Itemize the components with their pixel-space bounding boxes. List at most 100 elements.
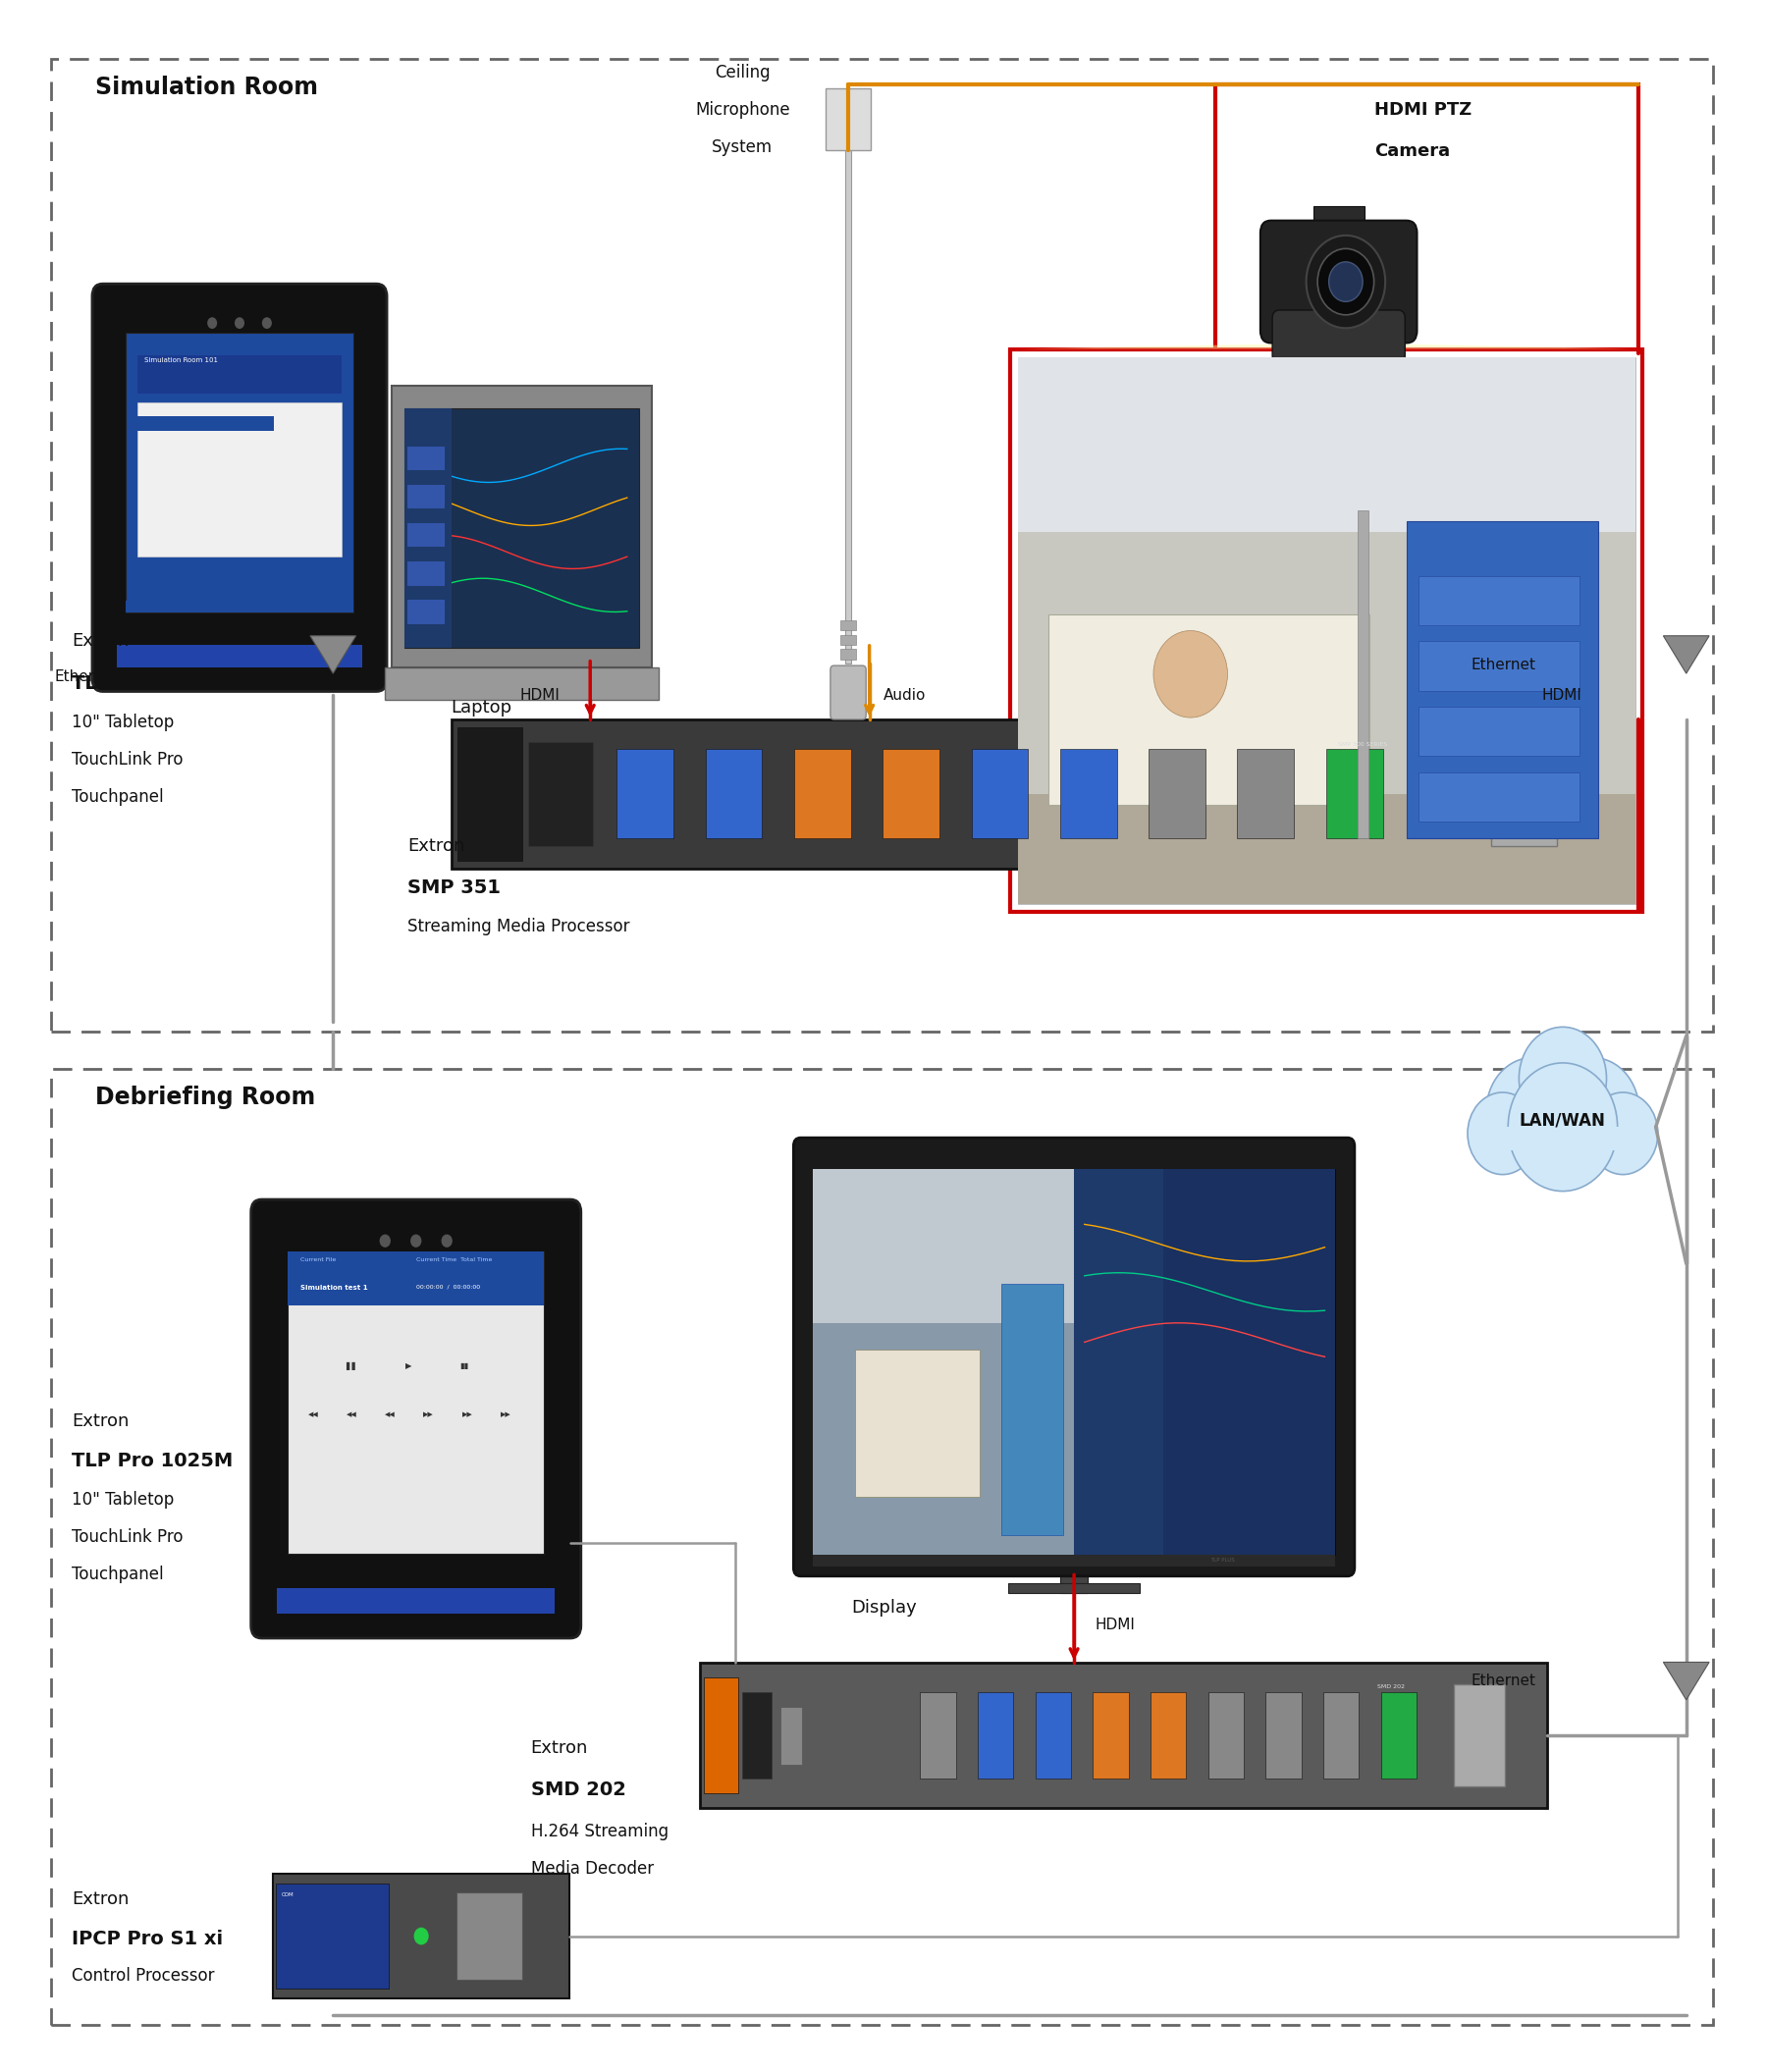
- Text: 10" Tabletop: 10" Tabletop: [72, 1492, 175, 1508]
- Bar: [1323, 1693, 1359, 1780]
- Bar: [1048, 613, 1369, 806]
- Text: ▶▶: ▶▶: [500, 1411, 511, 1417]
- Text: Microphone: Microphone: [694, 102, 790, 118]
- Bar: [1380, 1693, 1417, 1780]
- Circle shape: [262, 317, 272, 329]
- Text: Debriefing Room: Debriefing Room: [95, 1086, 315, 1109]
- Circle shape: [410, 1235, 422, 1247]
- Bar: [138, 402, 341, 555]
- Bar: [884, 750, 940, 839]
- Text: SMD 202: SMD 202: [530, 1782, 626, 1801]
- Bar: [793, 750, 850, 839]
- Bar: [125, 601, 353, 611]
- Bar: [405, 408, 452, 649]
- Text: COM: COM: [283, 1892, 295, 1898]
- Bar: [528, 742, 594, 845]
- Bar: [1035, 1693, 1071, 1780]
- Bar: [1094, 1693, 1129, 1780]
- Text: TLP PLUS: TLP PLUS: [1210, 1558, 1235, 1562]
- Text: Simulation test 1: Simulation test 1: [300, 1285, 368, 1291]
- Bar: [1237, 750, 1293, 839]
- Text: HDMI: HDMI: [1541, 688, 1581, 702]
- Bar: [117, 644, 362, 667]
- Text: Simulation Room 101: Simulation Room 101: [145, 358, 217, 363]
- Text: TouchLink Pro: TouchLink Pro: [72, 1529, 184, 1546]
- Text: Extron: Extron: [72, 1413, 129, 1430]
- Bar: [1018, 356, 1634, 903]
- Bar: [705, 750, 762, 839]
- Bar: [1074, 1169, 1163, 1554]
- Text: System: System: [712, 139, 772, 155]
- Bar: [1011, 348, 1642, 912]
- Text: ▶: ▶: [405, 1361, 412, 1370]
- Bar: [1216, 85, 1638, 352]
- Text: H.264 Streaming: H.264 Streaming: [530, 1821, 668, 1840]
- Bar: [138, 354, 341, 394]
- Text: Extron: Extron: [72, 632, 129, 651]
- Bar: [1074, 1169, 1336, 1554]
- Bar: [617, 750, 673, 839]
- Bar: [813, 1169, 1074, 1554]
- Bar: [1265, 1693, 1301, 1780]
- Text: Media Decoder: Media Decoder: [530, 1859, 654, 1877]
- Bar: [1060, 1566, 1088, 1593]
- Text: SMP 300 SERIES: SMP 300 SERIES: [1338, 742, 1387, 746]
- Text: Extron: Extron: [72, 1890, 129, 1908]
- Circle shape: [1520, 1028, 1606, 1129]
- Bar: [1419, 576, 1580, 626]
- Bar: [406, 601, 445, 624]
- Text: Display: Display: [852, 1600, 917, 1616]
- Bar: [700, 1664, 1546, 1809]
- Circle shape: [380, 1235, 391, 1247]
- Bar: [813, 1169, 1074, 1322]
- Text: Touchpanel: Touchpanel: [72, 1566, 164, 1583]
- Bar: [385, 667, 659, 700]
- Bar: [458, 727, 523, 862]
- Circle shape: [1318, 249, 1375, 315]
- Circle shape: [235, 317, 244, 329]
- Bar: [406, 445, 445, 470]
- Bar: [51, 60, 1712, 1032]
- FancyBboxPatch shape: [830, 665, 866, 719]
- Bar: [1060, 750, 1117, 839]
- Bar: [274, 1873, 569, 1997]
- Bar: [1000, 1285, 1064, 1535]
- Text: HDMI: HDMI: [519, 688, 560, 702]
- Bar: [1209, 1693, 1244, 1780]
- FancyBboxPatch shape: [1260, 220, 1417, 344]
- Bar: [1407, 522, 1597, 837]
- Circle shape: [207, 317, 217, 329]
- Bar: [288, 1251, 544, 1305]
- Text: Current Time  Total Time: Current Time Total Time: [415, 1258, 491, 1262]
- Text: Current File: Current File: [300, 1258, 336, 1262]
- Bar: [392, 385, 652, 667]
- Text: Ethernet: Ethernet: [1472, 657, 1536, 671]
- Bar: [705, 1678, 739, 1794]
- Text: Streaming Media Processor: Streaming Media Processor: [406, 918, 629, 937]
- Text: HDMI PTZ: HDMI PTZ: [1375, 102, 1472, 118]
- Text: ◀◀: ◀◀: [307, 1411, 318, 1417]
- Bar: [813, 1556, 1336, 1566]
- Circle shape: [442, 1235, 452, 1247]
- Bar: [51, 1069, 1712, 2024]
- Bar: [825, 89, 871, 151]
- Bar: [1009, 1583, 1140, 1593]
- Polygon shape: [1663, 636, 1709, 673]
- Text: ▶▶: ▶▶: [424, 1411, 435, 1417]
- Text: Ethernet: Ethernet: [55, 669, 118, 684]
- Circle shape: [413, 1927, 429, 1946]
- Bar: [1149, 750, 1205, 839]
- Bar: [841, 649, 857, 659]
- Bar: [977, 1693, 1012, 1780]
- Bar: [855, 1349, 981, 1496]
- Text: IPCP Pro S1 xi: IPCP Pro S1 xi: [72, 1929, 223, 1948]
- FancyBboxPatch shape: [251, 1200, 581, 1639]
- Bar: [1018, 356, 1634, 533]
- Bar: [1474, 1127, 1652, 1150]
- Text: Laptop: Laptop: [451, 698, 512, 717]
- Bar: [841, 620, 857, 630]
- Bar: [405, 408, 638, 649]
- Bar: [1419, 642, 1580, 690]
- Bar: [451, 719, 1633, 868]
- Bar: [781, 1707, 802, 1765]
